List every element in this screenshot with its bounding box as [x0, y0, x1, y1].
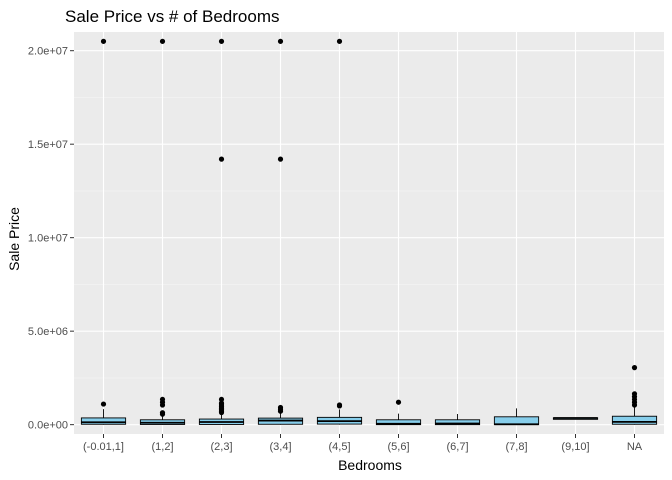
x-tick-label: (7,8] — [505, 441, 527, 453]
y-tick-label: 0.0e+00 — [28, 420, 68, 432]
x-tick-label: (5,6] — [387, 441, 409, 453]
box-5 — [375, 399, 422, 426]
box-7 — [493, 408, 540, 426]
outlier-point — [277, 38, 284, 44]
y-tick-label: 5.0e+06 — [28, 326, 68, 338]
outlier-point — [277, 156, 284, 162]
box-iqr — [434, 419, 481, 426]
box-iqr — [80, 417, 127, 425]
outlier-point — [336, 402, 343, 408]
outlier-point — [631, 391, 638, 397]
box-1 — [139, 38, 186, 425]
y-axis-title: Sale Price — [6, 207, 22, 271]
outlier-point — [218, 400, 225, 406]
outlier-point — [159, 396, 166, 403]
outlier-point — [277, 404, 284, 411]
x-tick-label: (9,10] — [561, 441, 589, 453]
x-tick-label: (3,4] — [269, 441, 291, 453]
x-axis: (-0.01,1] (1,2] (2,3] (3,4] (4,5] (5,6] (6,7] (… — [83, 434, 643, 453]
outlier-point — [100, 38, 107, 44]
outlier-point — [218, 156, 225, 162]
x-tick-label: (-0.01,1] — [83, 441, 124, 453]
x-tick-label: (2,3] — [210, 441, 232, 453]
box-iqr — [611, 415, 658, 425]
plot-panel — [74, 32, 664, 434]
y-tick-label: 2.0e+07 — [28, 46, 68, 58]
x-axis-title: Bedrooms — [338, 457, 402, 473]
box-3 — [257, 38, 304, 425]
outlier-point — [218, 396, 225, 403]
box-9 — [611, 365, 658, 425]
box-iqr — [375, 419, 422, 426]
outlier-point — [631, 365, 638, 371]
box-0 — [80, 38, 127, 425]
box-2 — [198, 38, 245, 425]
box-4 — [316, 38, 363, 425]
chart-title: Sale Price vs # of Bedrooms — [65, 7, 279, 26]
outlier-point — [159, 38, 166, 44]
y-axis: 0.0e+00 5.0e+06 1.0e+07 1.5e+07 2.0e+07 — [28, 46, 74, 432]
x-tick-label: NA — [627, 441, 643, 453]
box-6 — [434, 413, 481, 426]
outlier-point — [159, 410, 166, 416]
outlier-point — [336, 38, 343, 44]
x-tick-label: (6,7] — [446, 441, 468, 453]
x-tick-label: (4,5] — [328, 441, 350, 453]
outlier-point — [100, 401, 107, 407]
y-tick-label: 1.5e+07 — [28, 139, 68, 151]
outlier-point — [218, 38, 225, 44]
outlier-point — [395, 399, 402, 405]
box-series — [80, 38, 658, 426]
y-tick-label: 1.0e+07 — [28, 233, 68, 245]
x-tick-label: (1,2] — [151, 441, 173, 453]
box-8 — [552, 417, 599, 420]
